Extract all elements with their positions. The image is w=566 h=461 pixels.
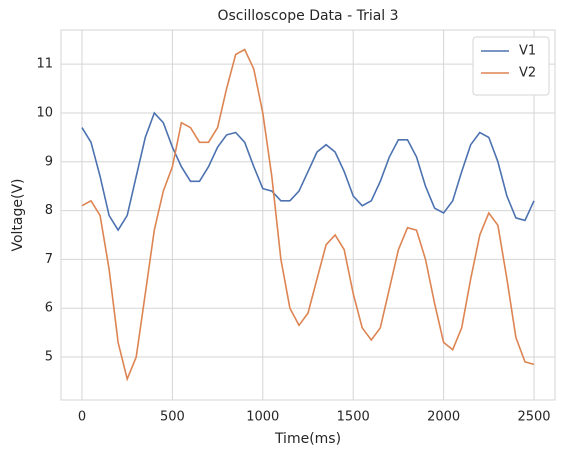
chart-title: Oscilloscope Data - Trial 3 <box>217 8 398 24</box>
series-line <box>81 48 535 382</box>
y-tick-label: 11 <box>36 57 53 72</box>
x-tick-label: 0 <box>78 410 86 425</box>
y-tick-label: 9 <box>45 154 53 169</box>
y-tick-label: 5 <box>45 350 53 365</box>
x-tick-label: 2000 <box>427 410 460 425</box>
x-tick-label: 1000 <box>246 410 279 425</box>
legend-box <box>472 36 550 96</box>
series-line <box>81 111 535 232</box>
y-tick-label: 8 <box>45 203 53 218</box>
x-axis-label: Time(ms) <box>274 431 341 447</box>
legend-label: V1 <box>519 44 536 59</box>
plot-frame <box>60 29 556 401</box>
y-tick-label: 7 <box>45 252 53 267</box>
y-axis-label: Voltage(V) <box>10 178 26 251</box>
y-tick-label: 10 <box>36 105 53 120</box>
legend-label: V2 <box>519 66 536 81</box>
x-tick-label: 500 <box>160 410 185 425</box>
y-tick-label: 6 <box>45 301 53 316</box>
x-tick-label: 1500 <box>337 410 370 425</box>
x-tick-label: 2500 <box>517 410 550 425</box>
